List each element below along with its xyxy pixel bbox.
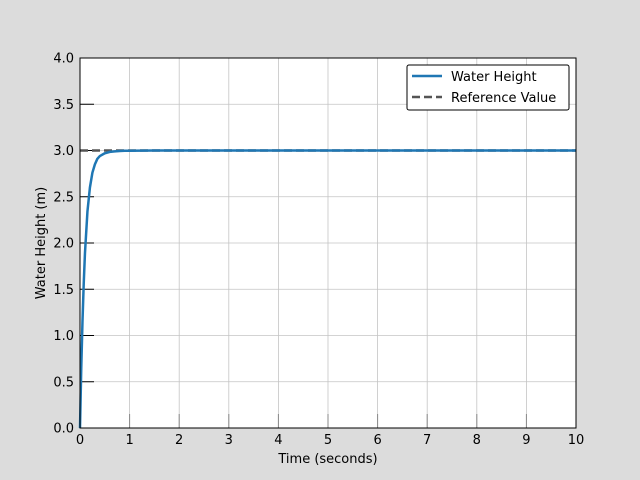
x-tick-label: 8 [473, 433, 481, 448]
x-tick-label: 6 [373, 433, 381, 448]
y-tick-label: 2.0 [53, 237, 74, 252]
y-tick-label: 1.5 [53, 283, 74, 298]
legend-label-reference-value: Reference Value [451, 91, 556, 106]
y-axis-label: Water Height (m) [34, 187, 49, 299]
y-tick-label: 3.5 [53, 98, 74, 113]
y-tick-label: 1.0 [53, 329, 74, 344]
x-tick-label: 1 [125, 433, 133, 448]
x-tick-label: 3 [225, 433, 233, 448]
tick-labels: 0 1 2 3 4 5 6 7 8 9 10 0.0 0.5 1.0 1.5 2.0 2.5 3.0 3.5 4.0 [53, 52, 584, 449]
y-tick-label: 0.0 [53, 422, 74, 437]
x-tick-label: 10 [568, 433, 585, 448]
y-tick-label: 3.0 [53, 144, 74, 159]
legend-box [406, 64, 570, 111]
x-tick-label: 7 [423, 433, 431, 448]
y-tick-label: 0.5 [53, 375, 74, 390]
x-tick-label: 2 [175, 433, 183, 448]
series-layer [78, 149, 576, 429]
plot-frame [79, 57, 577, 429]
x-tick-label: 5 [324, 433, 332, 448]
x-tick-label: 9 [522, 433, 530, 448]
x-tick-label: 4 [274, 433, 282, 448]
x-tick-label: 0 [76, 433, 84, 448]
y-tick-label: 2.5 [53, 190, 74, 205]
legend: Water Height Reference Value [406, 64, 570, 111]
series-line-water-height [78, 149, 576, 429]
y-tick-label: 4.0 [53, 52, 74, 67]
legend-label-water-height: Water Height [451, 70, 537, 85]
x-axis-label: Time (seconds) [277, 452, 377, 467]
